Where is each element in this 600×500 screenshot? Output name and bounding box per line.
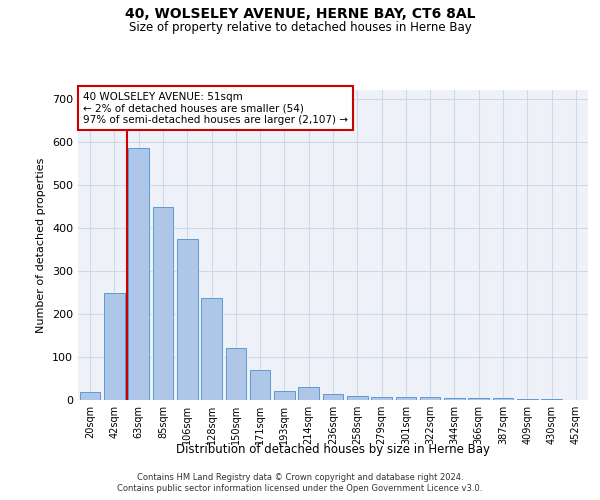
Bar <box>541 399 562 400</box>
Y-axis label: Number of detached properties: Number of detached properties <box>37 158 46 332</box>
Bar <box>444 398 465 400</box>
Bar <box>274 390 295 400</box>
Bar <box>226 348 246 400</box>
Bar <box>298 387 319 400</box>
Bar <box>323 394 343 400</box>
Bar <box>152 207 173 400</box>
Bar <box>177 238 197 400</box>
Text: Contains HM Land Registry data © Crown copyright and database right 2024.: Contains HM Land Registry data © Crown c… <box>137 472 463 482</box>
Bar <box>469 398 489 400</box>
Bar <box>80 392 100 400</box>
Bar <box>250 370 271 400</box>
Text: 40 WOLSELEY AVENUE: 51sqm
← 2% of detached houses are smaller (54)
97% of semi-d: 40 WOLSELEY AVENUE: 51sqm ← 2% of detach… <box>83 92 348 124</box>
Bar <box>201 298 222 400</box>
Text: Distribution of detached houses by size in Herne Bay: Distribution of detached houses by size … <box>176 442 490 456</box>
Bar <box>420 396 440 400</box>
Bar <box>395 396 416 400</box>
Text: Size of property relative to detached houses in Herne Bay: Size of property relative to detached ho… <box>128 21 472 34</box>
Bar <box>371 396 392 400</box>
Bar <box>104 293 125 400</box>
Bar <box>347 396 368 400</box>
Bar <box>128 148 149 400</box>
Bar <box>493 398 514 400</box>
Bar <box>517 398 538 400</box>
Text: Contains public sector information licensed under the Open Government Licence v3: Contains public sector information licen… <box>118 484 482 493</box>
Text: 40, WOLSELEY AVENUE, HERNE BAY, CT6 8AL: 40, WOLSELEY AVENUE, HERNE BAY, CT6 8AL <box>125 8 475 22</box>
